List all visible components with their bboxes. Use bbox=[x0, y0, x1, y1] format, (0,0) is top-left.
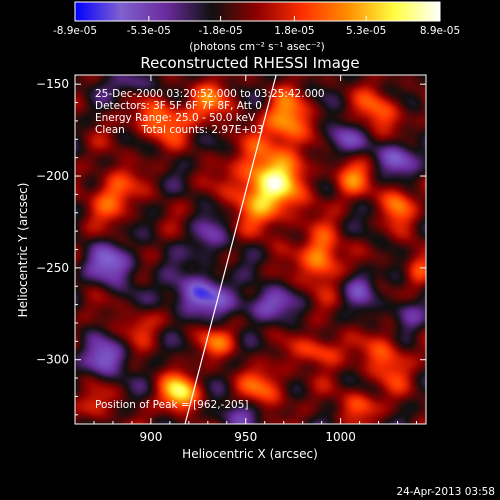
colorbar-ticks: -8.9e-05 -5.3e-05 -1.8e-05 1.8e-05 5.3e-05 8.… bbox=[53, 16, 460, 37]
y-axis-label: Heliocentric Y (arcsec) bbox=[16, 183, 30, 318]
y-tick-label: −150 bbox=[36, 77, 69, 91]
colorbar-tick-label: 8.9e-05 bbox=[420, 25, 460, 37]
x-tick-label: 1000 bbox=[325, 430, 356, 444]
solar-limb-line bbox=[184, 75, 277, 424]
colorbar-tick-label: -8.9e-05 bbox=[53, 25, 97, 37]
colorbar-tick-label: -5.3e-05 bbox=[127, 25, 171, 37]
x-tick-label: 950 bbox=[234, 430, 257, 444]
y-tick-label: −300 bbox=[36, 353, 69, 367]
y-tick-label: −200 bbox=[36, 169, 69, 183]
annotation-clean-counts: Clean Total counts: 2.97E+03 bbox=[95, 124, 264, 136]
colorbar-gradient bbox=[74, 1, 441, 22]
chart-title: Reconstructed RHESSI Image bbox=[140, 54, 359, 72]
annotation-detectors: Detectors: 3F 5F 6F 7F 8F, Att 0 bbox=[95, 100, 262, 112]
heatmap-image bbox=[75, 75, 426, 424]
annotation-peak-position: Position of Peak = [962,-205] bbox=[95, 399, 249, 411]
y-tick-label: −250 bbox=[36, 261, 69, 275]
y-axis: −150 −200 −250 −300 bbox=[36, 77, 426, 416]
colorbar-tick-label: -1.8e-05 bbox=[199, 25, 243, 37]
colorbar-tick-label: 5.3e-05 bbox=[346, 25, 386, 37]
footer-timestamp: 24-Apr-2013 03:58 bbox=[396, 486, 495, 498]
annotations: 25-Dec-2000 03:20:52.000 to 03:25:42.000… bbox=[95, 88, 325, 411]
annotation-time-range: 25-Dec-2000 03:20:52.000 to 03:25:42.000 bbox=[95, 88, 325, 100]
x-tick-label: 900 bbox=[139, 430, 162, 444]
x-axis-label: Heliocentric X (arcsec) bbox=[182, 447, 318, 461]
colorbar-units-label: (photons cm⁻² s⁻¹ asec⁻²) bbox=[189, 41, 324, 53]
colorbar-tick-label: 1.8e-05 bbox=[274, 25, 314, 37]
plot-area bbox=[75, 75, 426, 424]
annotation-energy-range: Energy Range: 25.0 - 50.0 keV bbox=[95, 112, 256, 124]
colorbar: -8.9e-05 -5.3e-05 -1.8e-05 1.8e-05 5.3e-05 8.… bbox=[53, 1, 460, 53]
x-axis: 900 950 1000 bbox=[93, 75, 418, 444]
